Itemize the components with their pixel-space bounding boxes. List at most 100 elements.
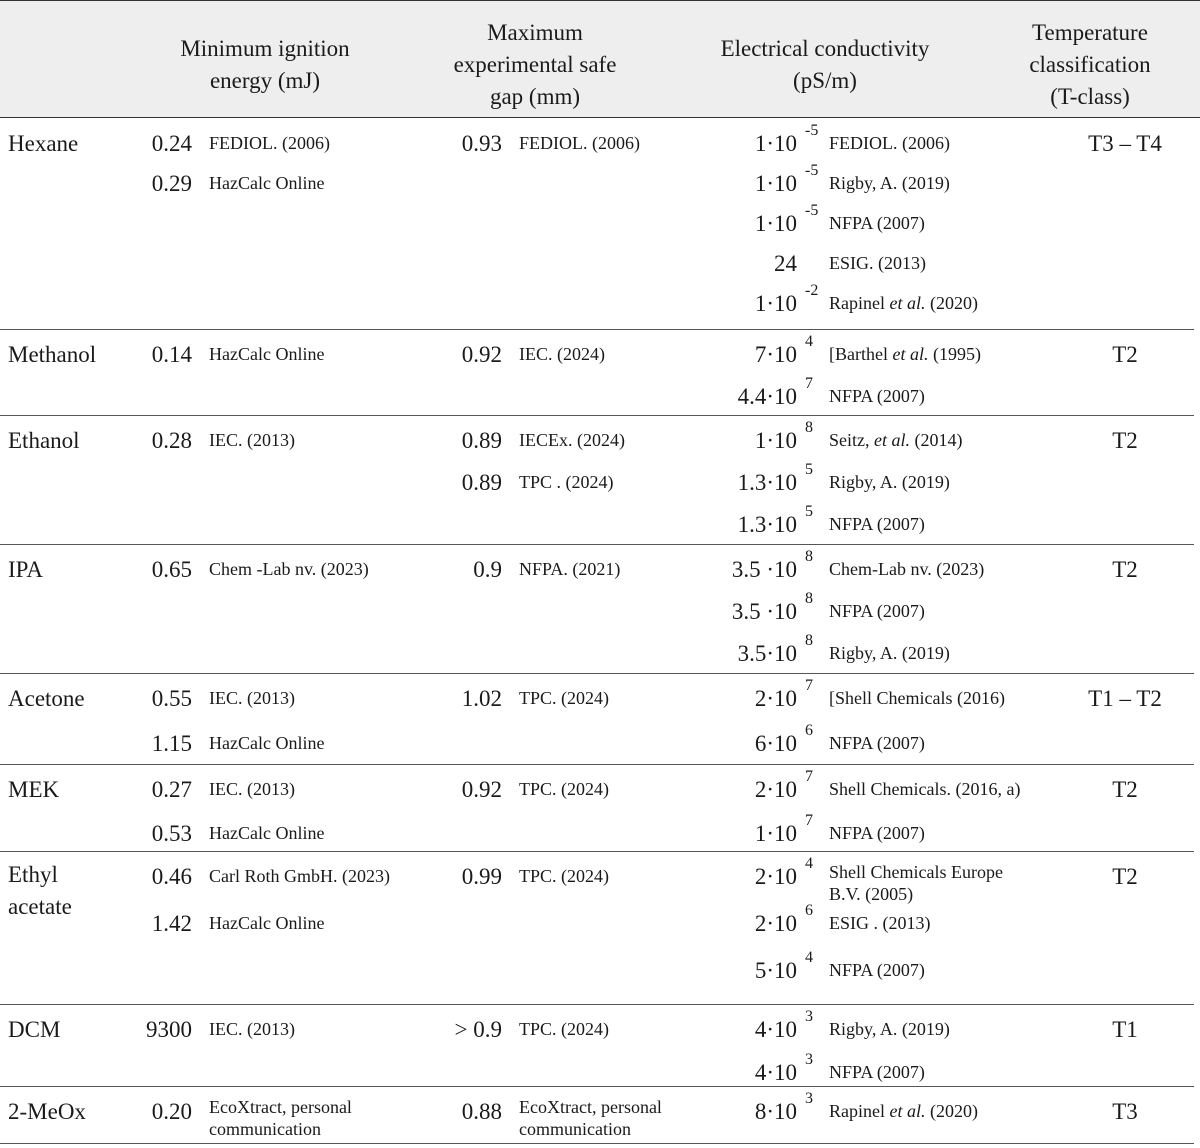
sub-row: 9300 IEC. (2013) > 0.9 TPC. (2024) 4·10 3 Rigb… xyxy=(0,1008,1200,1056)
conductivity-exponent: 6 xyxy=(805,902,813,919)
conductivity-exponent: 6 xyxy=(805,722,813,739)
mesg-reference: TPC. (2024) xyxy=(519,1019,609,1039)
mesg-value: 0.92 xyxy=(461,342,502,367)
temperature-class: T2 xyxy=(1112,428,1138,453)
header-tc-line2: classification xyxy=(1029,52,1151,77)
reference-year: (2020) xyxy=(925,1101,978,1121)
temperature-class: T1 xyxy=(1112,1017,1138,1042)
sub-row: 0.46 Carl Roth GmbH. (2023) 0.99 TPC. (2024… xyxy=(0,855,1200,904)
conductivity-value: 7·10 xyxy=(754,342,797,367)
mesg-value: 0.99 xyxy=(461,864,502,889)
row-divider xyxy=(0,1143,1194,1144)
conductivity-exponent: 8 xyxy=(805,548,813,565)
header-tc-line1: Temperature xyxy=(1032,20,1148,45)
reference-et-al: et al. xyxy=(889,1101,926,1121)
conductivity-value: 1·10 xyxy=(754,428,797,453)
sub-row: 0.55 IEC. (2013) 1.02 TPC. (2024) 2·10 7 [Shel… xyxy=(0,677,1200,725)
conductivity-exponent: 4 xyxy=(805,855,813,872)
row-divider xyxy=(0,1086,1194,1087)
header-tc-line3: (T-class) xyxy=(1050,84,1130,109)
conductivity-value: 24 xyxy=(774,251,797,276)
row-divider xyxy=(0,544,1194,545)
mie-reference: HazCalc Online xyxy=(209,344,325,364)
conductivity-reference: Chem-Lab nv. (2023) xyxy=(829,559,985,579)
mie-reference: Chem -Lab nv. (2023) xyxy=(209,559,369,579)
mie-value: 0.20 xyxy=(151,1099,192,1124)
conductivity-reference: Rigby, A. (2019) xyxy=(829,173,950,193)
temperature-class: T2 xyxy=(1112,777,1138,802)
mie-reference: HazCalc Online xyxy=(209,173,325,193)
header-ec-line1: Electrical conductivity xyxy=(720,36,930,61)
conductivity-exponent: 4 xyxy=(805,333,813,350)
sub-row: 5·10 4 NFPA (2007) xyxy=(0,949,1200,997)
conductivity-reference: Rigby, A. (2019) xyxy=(829,643,950,663)
row-divider xyxy=(0,329,1194,330)
mie-reference: EcoXtract, personal communication xyxy=(209,1097,352,1139)
conductivity-exponent: -2 xyxy=(805,282,819,299)
mesg-reference: IECEx. (2024) xyxy=(519,430,625,450)
conductivity-value: 5·10 xyxy=(754,958,797,983)
conductivity-exponent: 4 xyxy=(805,949,813,966)
mie-value: 0.53 xyxy=(151,821,192,846)
conductivity-exponent: 3 xyxy=(805,1090,813,1107)
temperature-class: T2 xyxy=(1112,864,1138,889)
conductivity-reference: NFPA (2007) xyxy=(829,823,925,843)
conductivity-exponent: 3 xyxy=(805,1051,813,1068)
mie-reference: Carl Roth GmbH. (2023) xyxy=(209,866,390,886)
sub-row: 0.20 EcoXtract, personal communication 0.8… xyxy=(0,1090,1200,1139)
sub-row: 0.28 IEC. (2013) 0.89 IECEx. (2024) 1·10 8 Sei… xyxy=(0,419,1200,467)
conductivity-exponent: -5 xyxy=(805,122,819,139)
solvent-name: IPA xyxy=(8,557,43,582)
header-mesg: Maximum experimental safe gap (mm) xyxy=(425,17,645,113)
conductivity-exponent: 7 xyxy=(805,677,813,694)
conductivity-value: 1·10 xyxy=(754,291,797,316)
conductivity-reference: NFPA (2007) xyxy=(829,514,925,534)
mie-value: 0.46 xyxy=(151,864,192,889)
conductivity-value: 2·10 xyxy=(754,777,797,802)
row-divider xyxy=(0,415,1194,416)
sub-row: 0.65 Chem -Lab nv. (2023) 0.9 NFPA. (2021) 3… xyxy=(0,548,1200,596)
conductivity-value: 4.4·10 xyxy=(737,384,797,409)
mie-value: 0.29 xyxy=(151,171,192,196)
mie-value: 9300 xyxy=(146,1017,192,1042)
mesg-reference: TPC. (2024) xyxy=(519,779,609,799)
solvent-name: 2-MeOx xyxy=(8,1099,86,1124)
conductivity-exponent: 7 xyxy=(805,375,813,392)
header-ec-line2: (pS/m) xyxy=(793,68,857,93)
conductivity-reference: NFPA (2007) xyxy=(829,386,925,406)
sub-row: 3.5 ·10 8 NFPA (2007) xyxy=(0,590,1200,638)
conductivity-value: 8·10 xyxy=(754,1099,797,1124)
header-mie-line1: Minimum ignition xyxy=(180,36,350,61)
row-divider xyxy=(0,764,1194,765)
conductivity-reference: Rigby, A. (2019) xyxy=(829,472,950,492)
header-mie-line2: energy (mJ) xyxy=(209,68,321,93)
reference-et-al: et al. xyxy=(892,344,929,364)
solvent-name: Ethanol xyxy=(8,428,80,453)
conductivity-value: 3.5 ·10 xyxy=(731,599,797,624)
conductivity-value: 4·10 xyxy=(754,1060,797,1085)
conductivity-reference: Rapinel et al. (2020) xyxy=(829,292,1079,314)
conductivity-value: 1·10 xyxy=(754,821,797,846)
conductivity-value: 2·10 xyxy=(754,911,797,936)
conductivity-reference: NFPA (2007) xyxy=(829,601,925,621)
header-tclass: Temperature classification (T-class) xyxy=(1005,17,1175,113)
sub-row: 0.89 TPC . (2024) 1.3·10 5 Rigby, A. (2019) xyxy=(0,461,1200,509)
mie-value: 0.55 xyxy=(151,686,192,711)
row-divider xyxy=(0,673,1194,674)
temperature-class: T2 xyxy=(1112,342,1138,367)
conductivity-value: 3.5 ·10 xyxy=(731,557,797,582)
mesg-value: 0.89 xyxy=(461,470,502,495)
row-divider xyxy=(0,851,1194,852)
conductivity-reference: Rigby, A. (2019) xyxy=(829,1019,950,1039)
header-mesg-line1: Maximum xyxy=(487,20,583,45)
mie-value: 1.15 xyxy=(151,731,192,756)
mie-value: 0.65 xyxy=(151,557,192,582)
conductivity-reference: FEDIOL. (2006) xyxy=(829,133,950,153)
conductivity-exponent: 5 xyxy=(805,503,813,520)
conductivity-exponent: 7 xyxy=(805,812,813,829)
mesg-value: 0.92 xyxy=(461,777,502,802)
conductivity-reference: ESIG. (2013) xyxy=(829,253,926,273)
mie-reference: HazCalc Online xyxy=(209,733,325,753)
temperature-class: T3 – T4 xyxy=(1088,131,1162,156)
